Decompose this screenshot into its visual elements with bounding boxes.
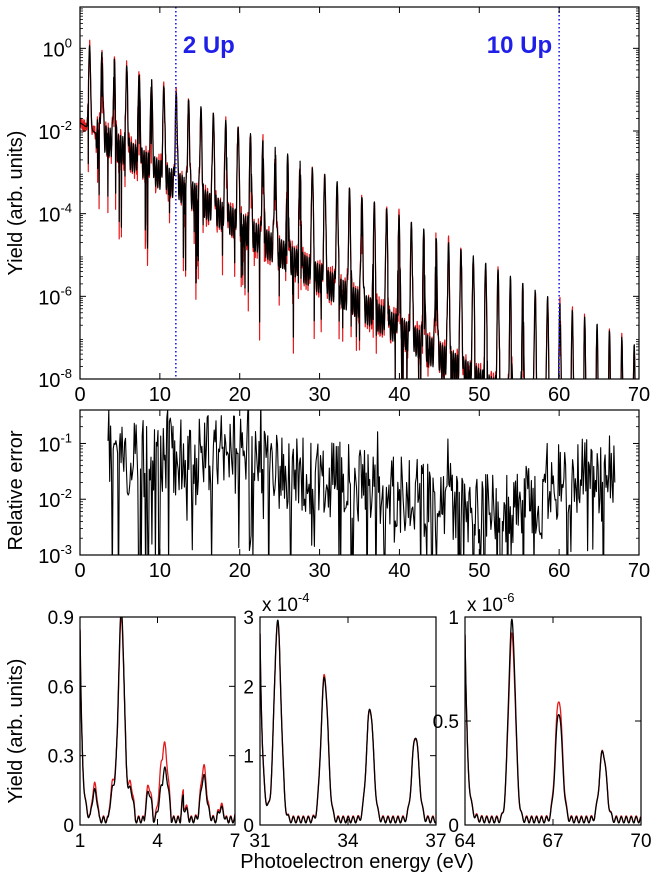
spectrum-x-tick-label: 0	[74, 384, 85, 406]
relative-error-x-tick-label: 0	[74, 560, 85, 582]
zoom-2-exponent-label: x 10-4	[262, 590, 309, 616]
zoom-3-series-approximation	[465, 618, 641, 824]
zoom-1-x-tick-label: 7	[230, 831, 241, 852]
relative-error-y-tick-label: 10-1	[38, 430, 72, 456]
spectrum-x-tick-label: 60	[548, 384, 570, 406]
spectrum-y-tick-label: 100	[43, 35, 72, 61]
spectrum-x-tick-label: 70	[628, 384, 650, 406]
zoom-2-series-reference	[260, 620, 436, 824]
relative-error-y-tick-label: 10-2	[38, 486, 72, 512]
zoom-2-x-tick-label: 37	[425, 831, 446, 852]
relative-error-x-tick-label: 50	[468, 560, 490, 582]
zoom-3-x-tick-label: 64	[454, 831, 476, 852]
zoom-3-y-tick-label: 0	[448, 816, 459, 837]
spectrum-axes-frame	[79, 6, 640, 380]
relative-error-series	[107, 410, 616, 555]
zoom-2-clip-plot-area	[260, 619, 436, 824]
spectrum-y-tick-label: 10-6	[38, 283, 72, 309]
error-clip-plot-area	[107, 410, 616, 555]
zoom-2-y-tick-label: 1	[243, 747, 254, 768]
zoom-1-axes-frame	[79, 616, 236, 826]
zoom-1-y-tick-label: 0.6	[48, 677, 74, 698]
text-layer: Photoelectron energy (eV) 2 Up 10 Up0 10 20…	[5, 32, 652, 873]
zoom-1-series-approximation	[80, 617, 235, 824]
relative-error-y-tick-label: 10-3	[38, 542, 72, 568]
zoom-3-clip-plot-area	[465, 618, 641, 824]
zoom-3-exponent-label: x 10-6	[467, 590, 514, 616]
relative-error-x-tick-label: 10	[149, 560, 171, 582]
zoom-1-x-tick-label: 1	[75, 831, 86, 852]
zoom-3-y-tick-label: 1	[448, 608, 459, 629]
spectrum-x-tick-label: 30	[308, 384, 330, 406]
spectrum-x-tick-label: 10	[149, 384, 171, 406]
zoom-1-clip-plot-area	[80, 617, 235, 824]
axes-layer	[79, 6, 642, 826]
zoom-3-x-tick-label: 70	[630, 831, 651, 852]
spectrum-y-tick-label: 10-2	[38, 118, 72, 144]
zoom-2-axes-frame	[259, 616, 437, 826]
spectrum-y-tick-label: 10-8	[38, 366, 72, 392]
spectrum-series-approximation	[80, 45, 636, 379]
annotation-10up: 10 Up	[487, 32, 552, 59]
zoom-2-x-tick-label: 34	[337, 831, 359, 852]
relative-error-x-tick-label: 70	[628, 560, 650, 582]
annotation-2up: 2 Up	[183, 32, 235, 59]
spectrum-x-tick-label: 50	[468, 384, 490, 406]
zoom-2-series-approximation	[260, 619, 436, 824]
zoom-2-x-tick-label: 31	[249, 831, 270, 852]
spectrum-y-tick-label: 10-4	[38, 201, 72, 227]
zoom-3-x-tick-label: 67	[542, 831, 563, 852]
relative-error-x-tick-label: 20	[229, 560, 251, 582]
spectrum-x-tick-label: 40	[388, 384, 410, 406]
zoom-1-y-tick-label: 0	[63, 816, 74, 837]
spectrum-clip-plot-area	[80, 39, 636, 379]
relative-error-x-tick-label: 40	[388, 560, 410, 582]
zoom-1-y-tick-label: 0.3	[48, 747, 74, 768]
zoom-2-y-tick-label: 0	[243, 816, 254, 837]
zoom-2-y-tick-label: 2	[243, 677, 254, 698]
spectrum-x-tick-label: 20	[229, 384, 251, 406]
zoom-3-y-tick-label: 0.5	[433, 712, 459, 733]
spectrum-y-axis-label: Yield (arb. units)	[5, 131, 27, 276]
shared-x-axis-label: Photoelectron energy (eV)	[240, 851, 473, 873]
relative-error-x-tick-label: 60	[548, 560, 570, 582]
zoom-1-y-tick-label: 0.9	[48, 608, 74, 629]
zoom-2-y-tick-label: 3	[243, 608, 254, 629]
relative-error-x-tick-label: 30	[308, 560, 330, 582]
data-layer	[80, 39, 641, 824]
zoom-1-y-axis-label: Yield (arb. units)	[5, 659, 27, 804]
relative-error-y-axis-label: Relative error	[5, 430, 27, 550]
zoom-1-series-reference	[80, 617, 235, 824]
zoom-1-x-tick-label: 4	[152, 831, 163, 852]
